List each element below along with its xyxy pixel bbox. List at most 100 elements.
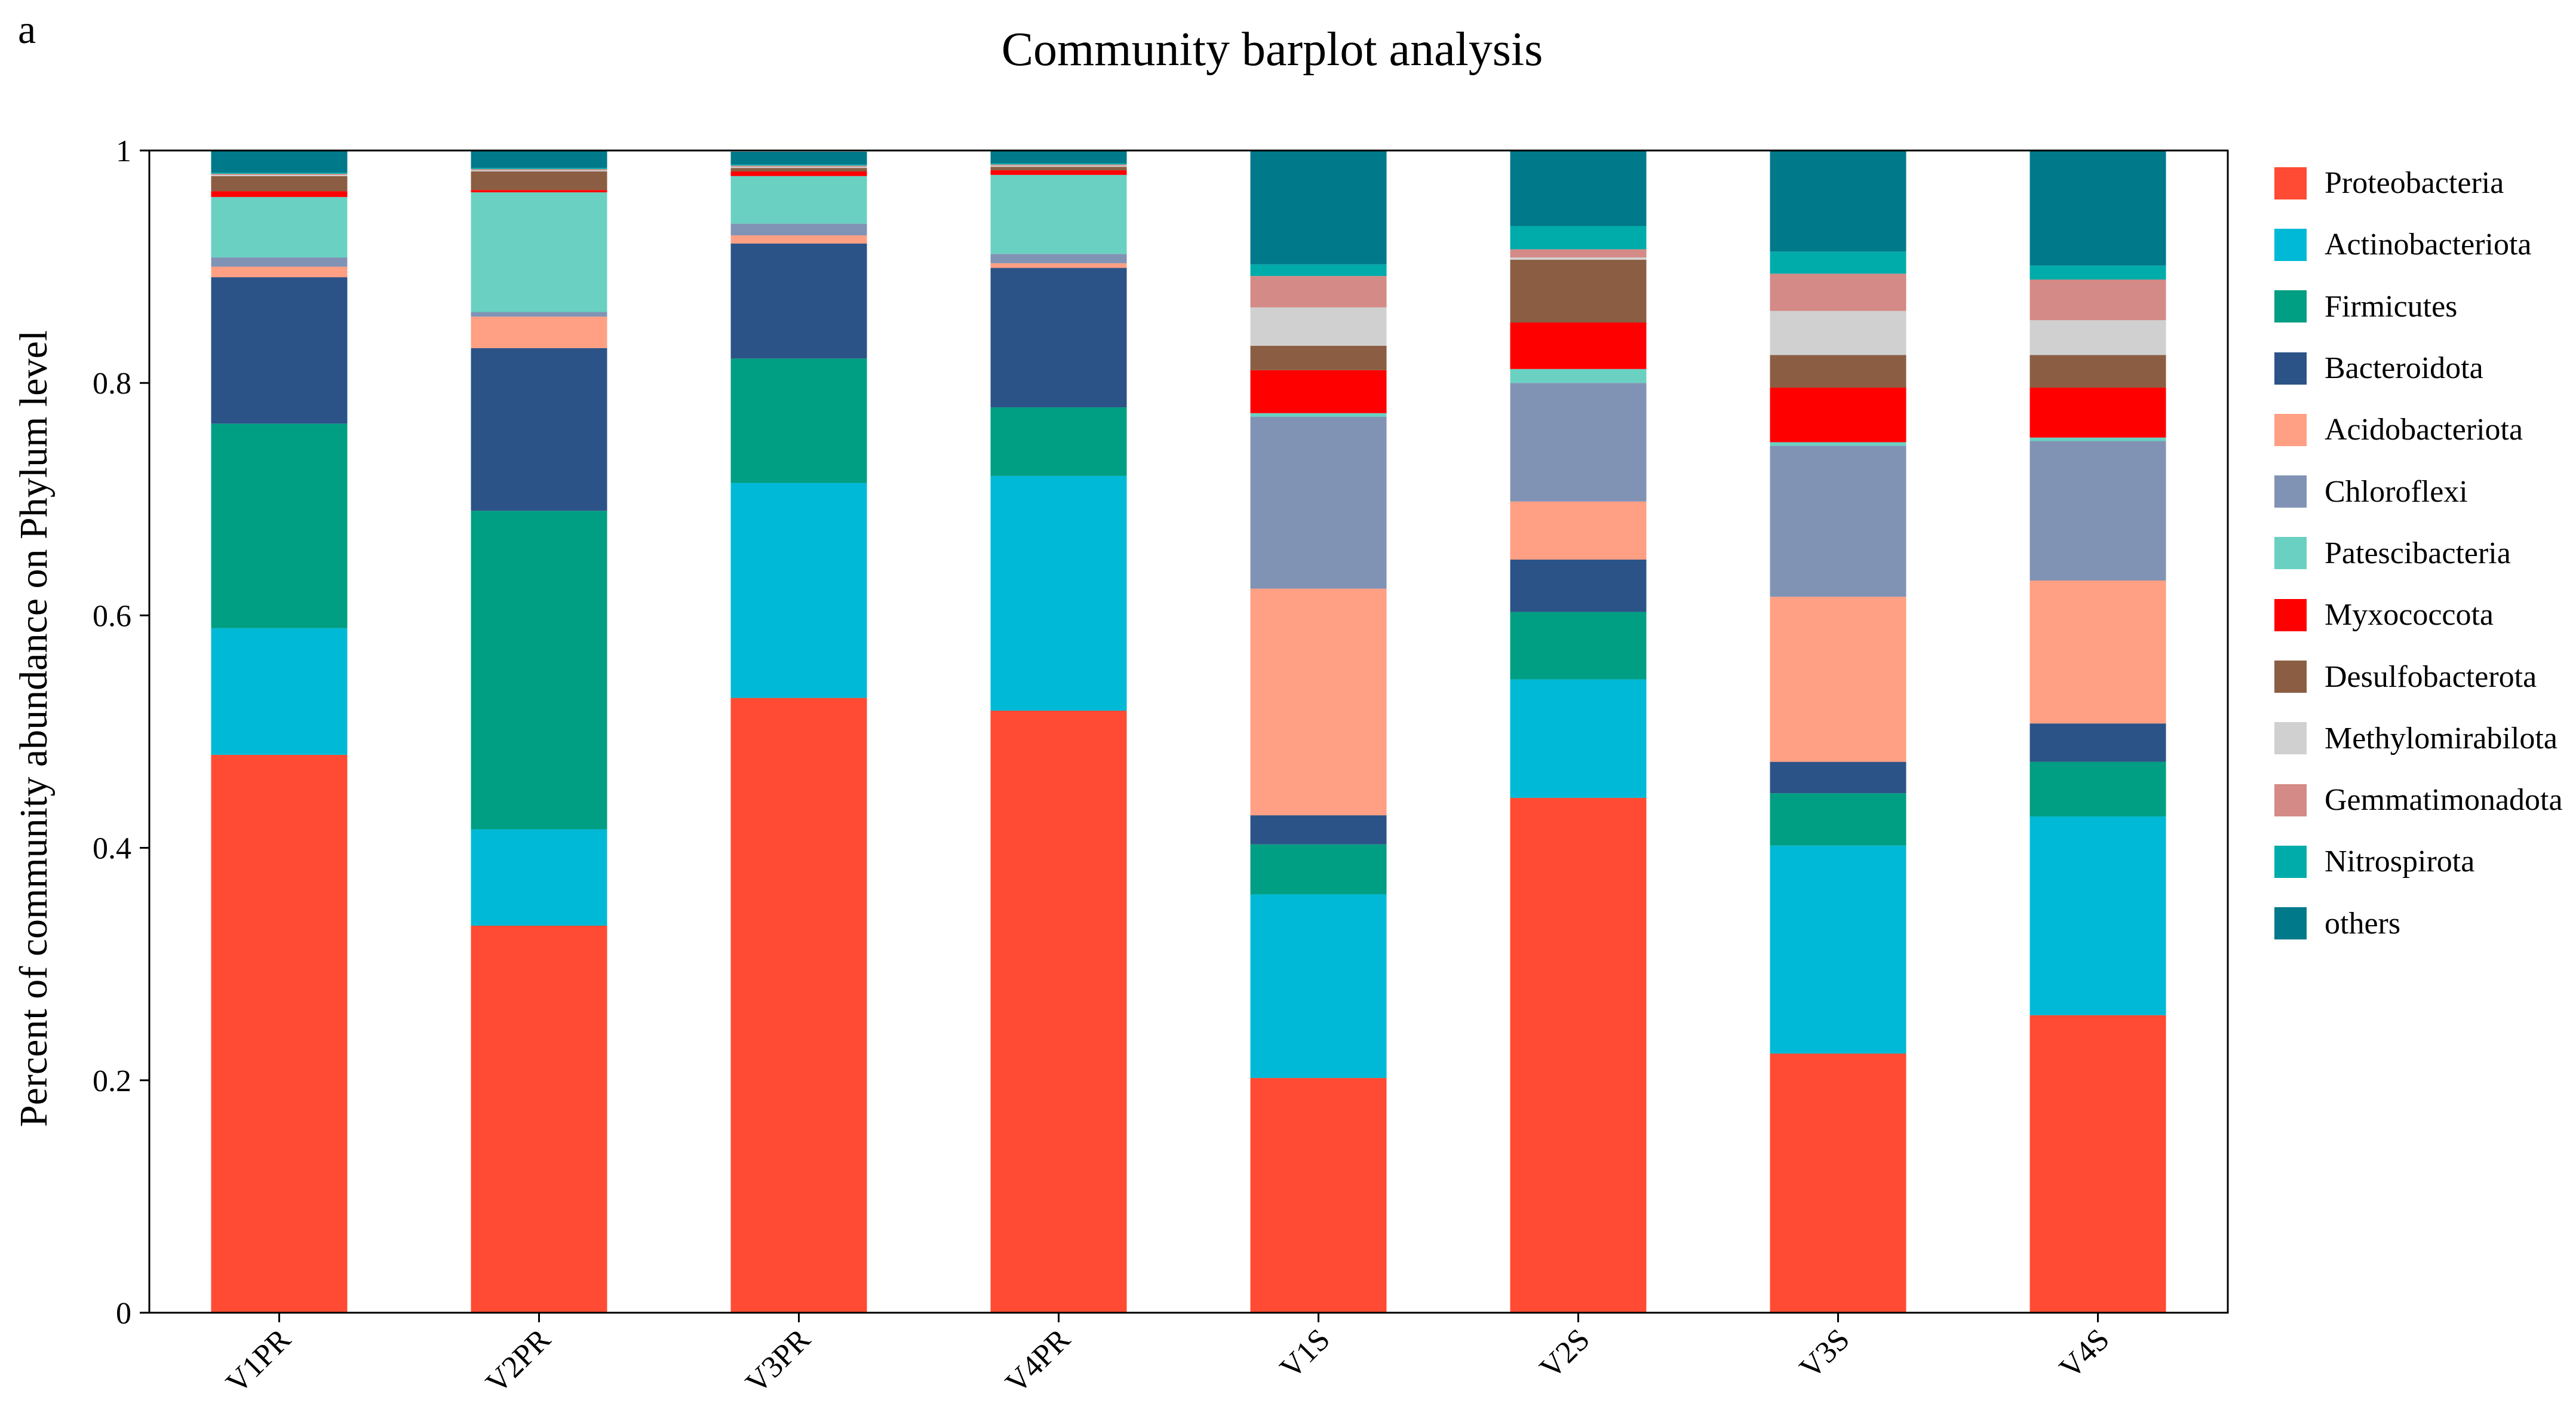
- bar-segment-V2S-Actinobacteriota: [1510, 679, 1647, 798]
- bar-segment-V3PR-Proteobacteria: [730, 698, 867, 1313]
- bar-segment-V2PR-Gemmatimonadota: [471, 169, 607, 171]
- legend-label: Proteobacteria: [2325, 166, 2504, 201]
- bar-segment-V1S-Actinobacteriota: [1250, 894, 1387, 1078]
- legend-swatch: [2274, 784, 2307, 816]
- bar-segment-V2S-Proteobacteria: [1510, 797, 1647, 1313]
- legend-swatch: [2274, 475, 2307, 508]
- bar-segment-V1PR-Chloroflexi: [211, 257, 348, 267]
- legend-item: Desulfobacterota: [2274, 646, 2563, 707]
- bar-segment-V1PR-Myxococcota: [211, 191, 348, 197]
- bar-segment-V1S-others: [1250, 151, 1387, 265]
- bar-segment-V4PR-Desulfobacterota: [990, 167, 1127, 171]
- bar-segment-V1PR-Actinobacteriota: [211, 628, 348, 755]
- bar-segment-V3S-Myxococcota: [1770, 387, 1906, 443]
- legend: Proteobacteria Actinobacteriota Firmicutes…: [2274, 152, 2563, 954]
- x-tick-label: V2S: [1533, 1322, 1596, 1386]
- bar-segment-V4S-Methylomirabilota: [2030, 320, 2166, 355]
- bar-segment-V1PR-Acidobacteriota: [211, 266, 348, 278]
- bar-segment-V3PR-Gemmatimonadota: [730, 165, 867, 167]
- legend-swatch: [2274, 413, 2307, 446]
- bar-segment-V4S-Firmicutes: [2030, 761, 2166, 817]
- bar-segment-V2S-Gemmatimonadota: [1510, 249, 1647, 258]
- bar-segment-V2PR-Bacteroidota: [471, 348, 607, 511]
- bar-segment-V2PR-Actinobacteriota: [471, 829, 607, 926]
- bar-segment-V3S-Gemmatimonadota: [1770, 274, 1906, 311]
- bar-segment-V1S-Chloroflexi: [1250, 416, 1387, 589]
- bar-segment-V2S-Acidobacteriota: [1510, 501, 1647, 560]
- legend-label: Nitrospirota: [2325, 844, 2475, 879]
- bar-segment-V1PR-others: [211, 151, 348, 173]
- bar-segment-V4PR-Firmicutes: [990, 407, 1127, 476]
- bar-segment-V4S-Actinobacteriota: [2030, 816, 2166, 1015]
- bar-segment-V3PR-Bacteroidota: [730, 243, 867, 359]
- bar-segment-V1PR-Methylomirabilota: [211, 174, 348, 176]
- bar-segment-V1S-Gemmatimonadota: [1250, 276, 1387, 308]
- bar-segment-V2S-Desulfobacterota: [1510, 259, 1647, 323]
- bar-segment-V4S-Myxococcota: [2030, 387, 2166, 438]
- legend-item: Bacteroidota: [2274, 337, 2563, 399]
- y-tick-label: 1: [116, 134, 131, 168]
- bar-segment-V2S-Firmicutes: [1510, 612, 1647, 680]
- bar-segment-V4PR-Chloroflexi: [990, 254, 1127, 263]
- bar-segment-V3PR-Nitrospirota: [730, 164, 867, 166]
- bar-segment-V1S-Acidobacteriota: [1250, 588, 1387, 816]
- bar-segment-V2S-Bacteroidota: [1510, 559, 1647, 612]
- bars-layer: [211, 151, 2166, 1313]
- bar-segment-V4S-Nitrospirota: [2030, 265, 2166, 280]
- bar-segment-V3S-Proteobacteria: [1770, 1054, 1906, 1313]
- bar-segment-V4PR-Myxococcota: [990, 170, 1127, 175]
- plot-frame: [148, 149, 2229, 1314]
- bar-segment-V4PR-Gemmatimonadota: [990, 164, 1127, 166]
- bar-segment-V3S-Firmicutes: [1770, 793, 1906, 846]
- legend-swatch: [2274, 661, 2307, 693]
- bar-segment-V2S-Chloroflexi: [1510, 383, 1647, 502]
- legend-item: Methylomirabilota: [2274, 708, 2563, 769]
- bar-segment-V1PR-Nitrospirota: [211, 172, 348, 174]
- x-tick-label: V4PR: [999, 1322, 1077, 1400]
- bar-segment-V3S-Chloroflexi: [1770, 446, 1906, 597]
- bar-segment-V1PR-Gemmatimonadota: [211, 173, 348, 175]
- legend-item: Myxococcota: [2274, 584, 2563, 646]
- bar-segment-V4PR-Actinobacteriota: [990, 475, 1127, 711]
- bar-segment-V2PR-Nitrospirota: [471, 168, 607, 170]
- bar-segment-V1S-Bacteroidota: [1250, 815, 1387, 844]
- bar-segment-V4S-Gemmatimonadota: [2030, 280, 2166, 321]
- bar-segment-V3S-Acidobacteriota: [1770, 597, 1906, 762]
- legend-label: Chloroflexi: [2325, 474, 2468, 509]
- bar-segment-V4S-Proteobacteria: [2030, 1015, 2166, 1313]
- legend-label: Gemmatimonadota: [2325, 783, 2563, 818]
- bar-segment-V3S-Actinobacteriota: [1770, 845, 1906, 1054]
- bar-segment-V1S-Nitrospirota: [1250, 264, 1387, 277]
- bar-segment-V2S-others: [1510, 151, 1647, 226]
- bar-segment-V3PR-others: [730, 151, 867, 165]
- bar-segment-V3PR-Acidobacteriota: [730, 235, 867, 244]
- x-tick-label: V4S: [2053, 1322, 2116, 1386]
- bar-segment-V1PR-Firmicutes: [211, 423, 348, 628]
- bar-segment-V2PR-others: [471, 151, 607, 168]
- bar-segment-V1PR-Desulfobacterota: [211, 176, 348, 192]
- legend-label: Myxococcota: [2325, 598, 2494, 632]
- panel-label: a: [18, 7, 36, 52]
- legend-item: Acidobacteriota: [2274, 399, 2563, 460]
- bar-segment-V4PR-Patescibacteria: [990, 174, 1127, 254]
- bar-segment-V1S-Myxococcota: [1250, 370, 1387, 413]
- legend-item: Proteobacteria: [2274, 152, 2563, 214]
- bar-segment-V2PR-Myxococcota: [471, 190, 607, 193]
- legend-label: Actinobacteriota: [2325, 228, 2532, 262]
- bar-segment-V1S-Patescibacteria: [1250, 413, 1387, 417]
- bar-segment-V2PR-Chloroflexi: [471, 312, 607, 317]
- axes-layer: 0 0.2 0.4 0.6 0.8 1 V1PR V2PR V3PR V4PR V1S V2S V3S V…: [93, 134, 2229, 1400]
- bar-segment-V3S-Methylomirabilota: [1770, 311, 1906, 355]
- legend-item: Nitrospirota: [2274, 831, 2563, 892]
- bar-segment-V4S-Desulfobacterota: [2030, 355, 2166, 388]
- bar-segment-V2PR-Acidobacteriota: [471, 317, 607, 348]
- bar-segment-V3PR-Chloroflexi: [730, 223, 867, 236]
- bar-segment-V4S-Acidobacteriota: [2030, 581, 2166, 724]
- bar-segment-V3S-Patescibacteria: [1770, 442, 1906, 446]
- legend-item: Firmicutes: [2274, 276, 2563, 337]
- legend-label: Firmicutes: [2325, 289, 2458, 324]
- y-tick-label: 0.2: [93, 1064, 131, 1098]
- y-tick-label: 0.8: [93, 367, 131, 401]
- x-tick-label: V1PR: [220, 1322, 297, 1400]
